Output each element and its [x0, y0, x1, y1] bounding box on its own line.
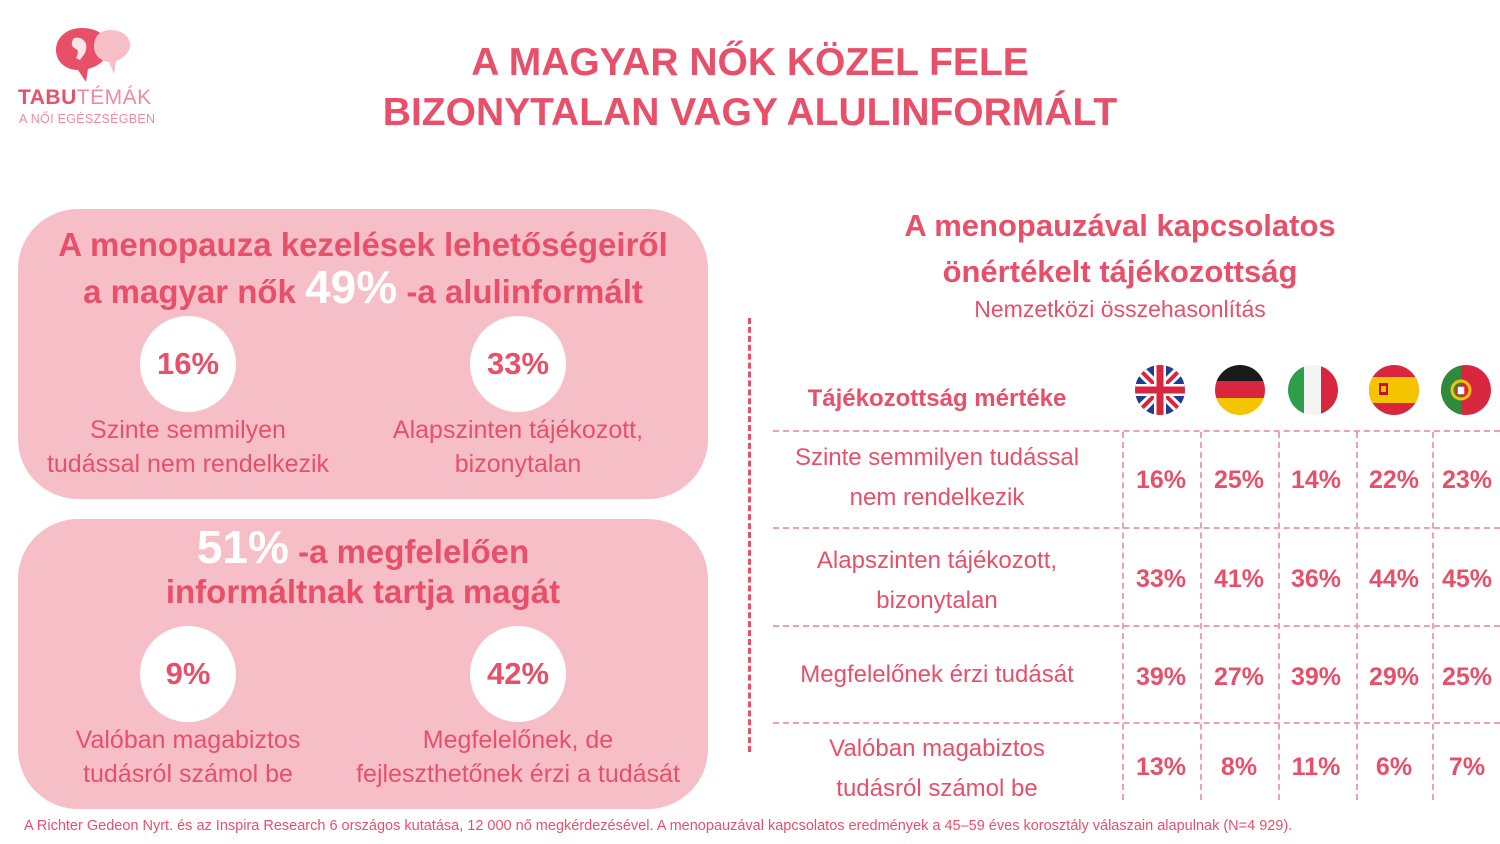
cell-r4-es: 6% [1375, 753, 1413, 781]
panel1-item1-label-line1: Szinte semmilyen [90, 416, 286, 444]
cell-r2-uk: 33% [1135, 565, 1187, 593]
table-hline-1 [773, 430, 1500, 432]
table-vline-4 [1356, 432, 1358, 800]
table-row-1-label: Szinte semmilyen tudással nem rendelkezi… [776, 438, 1098, 518]
table-row-1-label-line2: nem rendelkezik [849, 484, 1025, 511]
page-title-line2: BIZONYTALAN VAGY ALULINFORMÁLT [382, 91, 1118, 134]
table-row-1-label-line1: Szinte semmilyen tudással [794, 444, 1080, 471]
spain-flag-icon [1369, 365, 1419, 415]
comparison-title: A menopauzával kapcsolatos önértékelt tá… [820, 203, 1420, 295]
panel2-item1-label: Valóban magabiztos tudásról számol be [18, 723, 358, 791]
table-row-header: Tájékozottság mértéke [807, 385, 1067, 412]
underinformed-panel: A menopauza kezelések lehetőségeiről a m… [18, 209, 708, 499]
panel2-item2-label-line2: fejleszthetőnek érzi a tudását [356, 760, 680, 788]
comparison-subtitle: Nemzetközi összehasonlítás [974, 296, 1266, 322]
panel2-item2-label-line1: Megfelelőnek, de [422, 726, 614, 754]
portugal-flag-icon [1441, 365, 1491, 415]
table-row-2-label: Alapszinten tájékozott, bizonytalan [776, 541, 1098, 621]
panel2-heading-post: -a megfelelően [298, 533, 530, 570]
cell-r1-es: 22% [1368, 466, 1420, 494]
table-row-2-label-line2: bizonytalan [876, 587, 998, 614]
table-row-4-label: Valóban magabiztos tudásról számol be [776, 729, 1098, 809]
table-row-3-label: Megfelelőnek érzi tudását [776, 655, 1098, 695]
cell-r3-pt: 25% [1441, 663, 1493, 691]
page-title: A MAGYAR NŐK KÖZEL FELE BIZONYTALAN VAGY… [300, 38, 1200, 138]
cell-r2-de: 41% [1213, 565, 1265, 593]
cell-r3-de: 27% [1213, 663, 1265, 691]
table-vline-2 [1200, 432, 1202, 800]
panel2-heading-line2: informáltnak tartja magát [165, 573, 561, 610]
panel1-item2-percent: 33% [470, 316, 566, 412]
panel1-item1-label-line2: tudással nem rendelkezik [46, 450, 330, 478]
table-vline-5 [1432, 432, 1434, 800]
source-footnote: A Richter Gedeon Nyrt. és az Inspira Res… [24, 818, 1293, 834]
cell-r1-pt: 23% [1441, 466, 1493, 494]
cell-r3-it: 39% [1290, 663, 1342, 691]
table-hline-2 [773, 527, 1500, 529]
uk-flag-icon [1135, 365, 1185, 415]
cell-r4-it: 11% [1291, 753, 1341, 781]
panel1-big-percent: 49% [305, 261, 398, 313]
panel1-heading-line1: A menopauza kezelések lehetőségeiről [58, 226, 668, 263]
cell-r3-uk: 39% [1135, 663, 1187, 691]
cell-r4-de: 8% [1220, 753, 1258, 781]
panel1-heading-line2: a magyar nők 49% -a alulinformált [18, 264, 708, 312]
cell-r4-pt: 7% [1448, 753, 1486, 781]
cell-r3-es: 29% [1368, 663, 1420, 691]
panel1-heading: A menopauza kezelések lehetőségeiről a m… [18, 225, 708, 312]
table-hline-4 [773, 722, 1500, 724]
table-hline-3 [773, 625, 1500, 627]
panel1-item1-percent: 16% [140, 316, 236, 412]
cell-r1-uk: 16% [1135, 466, 1187, 494]
page-title-line1: A MAGYAR NŐK KÖZEL FELE [471, 41, 1029, 84]
panel2-item1-percent: 9% [140, 626, 236, 722]
cell-r1-de: 25% [1213, 466, 1265, 494]
panel1-item1-label: Szinte semmilyen tudással nem rendelkezi… [18, 413, 358, 481]
panel2-item1-label-line1: Valóban magabiztos [75, 726, 301, 754]
table-row-2-label-line1: Alapszinten tájékozott, [816, 547, 1058, 574]
comparison-title-line1: A menopauzával kapcsolatos [904, 208, 1336, 243]
table-row-4-label-line1: Valóban magabiztos [829, 735, 1045, 762]
cell-r1-it: 14% [1290, 466, 1342, 494]
italy-flag-icon [1288, 365, 1338, 415]
germany-flag-icon [1215, 365, 1265, 415]
section-divider [748, 318, 751, 752]
cell-r2-es: 44% [1368, 565, 1420, 593]
cell-r2-it: 36% [1290, 565, 1342, 593]
panel2-item2-percent: 42% [470, 626, 566, 722]
table-row-4-label-line2: tudásról számol be [836, 775, 1038, 802]
panel2-big-percent: 51% [196, 521, 289, 573]
panel1-item2-label-line2: bizonytalan [454, 450, 582, 478]
well-informed-panel: 51% -a megfelelően informáltnak tartja m… [18, 519, 708, 809]
panel2-item1-label-line2: tudásról számol be [83, 760, 293, 788]
speech-bubble-woman-profile-icon [56, 28, 130, 82]
panel1-item2-label: Alapszinten tájékozott, bizonytalan [348, 413, 688, 481]
panel1-heading-pre: a magyar nők [83, 273, 296, 310]
logo-wordmark: TABUTÉMÁK [18, 86, 152, 109]
panel2-item2-label: Megfelelőnek, de fejleszthetőnek érzi a … [348, 723, 688, 791]
panel1-item2-label-line1: Alapszinten tájékozott, [392, 416, 644, 444]
table-row-3-label-line1: Megfelelőnek érzi tudását [800, 661, 1074, 688]
cell-r4-uk: 13% [1135, 753, 1187, 781]
logo: TABUTÉMÁK A NŐI EGÉSZSÉGBEN [18, 24, 168, 134]
table-vline-3 [1278, 432, 1280, 800]
comparison-title-line2: önértékelt tájékozottság [942, 254, 1298, 289]
panel2-heading: 51% -a megfelelően informáltnak tartja m… [18, 524, 708, 612]
table-vline-1 [1122, 432, 1124, 800]
logo-tagline: A NŐI EGÉSZSÉGBEN [19, 112, 156, 126]
cell-r2-pt: 45% [1441, 565, 1493, 593]
panel2-heading-line1: 51% -a megfelelően [18, 524, 708, 572]
panel1-heading-post: -a alulinformált [406, 273, 643, 310]
